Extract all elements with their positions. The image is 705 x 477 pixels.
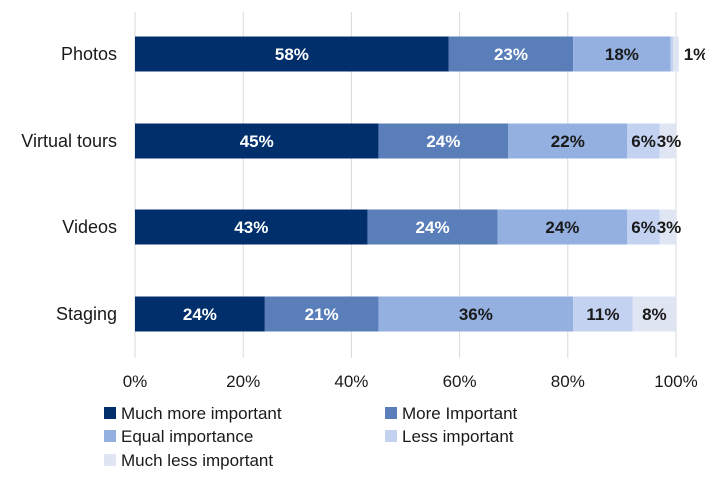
legend-label: Much less important — [121, 451, 273, 470]
data-label: 24% — [426, 132, 460, 151]
legend-swatch — [385, 407, 397, 419]
bar-segment — [573, 296, 633, 332]
bar-segment — [378, 296, 574, 332]
bar-segment — [573, 36, 671, 72]
legend-label: Much more important — [121, 404, 282, 423]
legend-swatch — [104, 430, 116, 442]
legend-item: More Important — [385, 404, 518, 423]
legend-label: Less important — [402, 427, 514, 446]
bar-segment — [135, 296, 265, 332]
data-label: 6% — [631, 132, 656, 151]
x-tick-label: 20% — [226, 372, 260, 391]
bar-segment — [659, 123, 676, 159]
x-tick-label: 40% — [334, 372, 368, 391]
bar-segment — [497, 209, 628, 245]
legend-item: Much more important — [104, 404, 282, 423]
legend-item: Equal importance — [104, 427, 253, 446]
data-label: 22% — [551, 132, 585, 151]
x-tick-labels: 0% 20% 40% 60% 80% 100% — [123, 372, 698, 391]
legend: Much more important More Important Equal i… — [104, 404, 518, 470]
data-label: 6% — [631, 218, 656, 237]
data-label: 18% — [605, 45, 639, 64]
x-tick-label: 100% — [654, 372, 697, 391]
legend-label: Equal importance — [121, 427, 253, 446]
data-label: 36% — [459, 305, 493, 324]
bar-segment — [632, 296, 676, 332]
bar-segment — [264, 296, 379, 332]
bar-segment — [135, 209, 368, 245]
bar-segment — [367, 209, 498, 245]
data-label: 24% — [545, 218, 579, 237]
category-label: Virtual tours — [21, 131, 117, 151]
data-label: 8% — [642, 305, 667, 324]
data-label: 11% — [586, 305, 619, 324]
x-tick-label: 60% — [443, 372, 477, 391]
bar-segment — [135, 123, 379, 159]
data-label: 1% — [684, 45, 705, 64]
bar-segment — [673, 36, 679, 72]
category-label: Videos — [62, 217, 117, 237]
bar-segment — [670, 36, 674, 72]
data-label: 3% — [657, 132, 682, 151]
x-tick-label: 80% — [551, 372, 585, 391]
legend-swatch — [104, 454, 116, 466]
bar-segment — [659, 209, 676, 245]
legend-item: Much less important — [104, 451, 273, 470]
category-label: Staging — [56, 304, 117, 324]
bar-segment — [627, 123, 660, 159]
data-label: 3% — [657, 218, 682, 237]
bar-segment — [135, 36, 449, 72]
bar-segment — [448, 36, 574, 72]
data-label: 45% — [240, 132, 274, 151]
bar-segment — [378, 123, 509, 159]
category-labels: Photos Virtual tours Videos Staging — [21, 44, 117, 324]
bar-segment — [508, 123, 628, 159]
legend-swatch — [104, 407, 116, 419]
x-tick-label: 0% — [123, 372, 148, 391]
legend-swatch — [385, 430, 397, 442]
data-label: 58% — [275, 45, 309, 64]
bar-segment — [627, 209, 660, 245]
data-label: 24% — [416, 218, 450, 237]
data-label: 21% — [305, 305, 339, 324]
legend-item: Less important — [385, 427, 514, 446]
data-label: 43% — [234, 218, 268, 237]
data-label: 23% — [494, 45, 528, 64]
legend-label: More Important — [402, 404, 518, 423]
bars: 58%23%18%1%45%24%22%6%3%43%24%24%6%3%24%… — [135, 36, 705, 332]
category-label: Photos — [61, 44, 117, 64]
data-label: 24% — [183, 305, 217, 324]
